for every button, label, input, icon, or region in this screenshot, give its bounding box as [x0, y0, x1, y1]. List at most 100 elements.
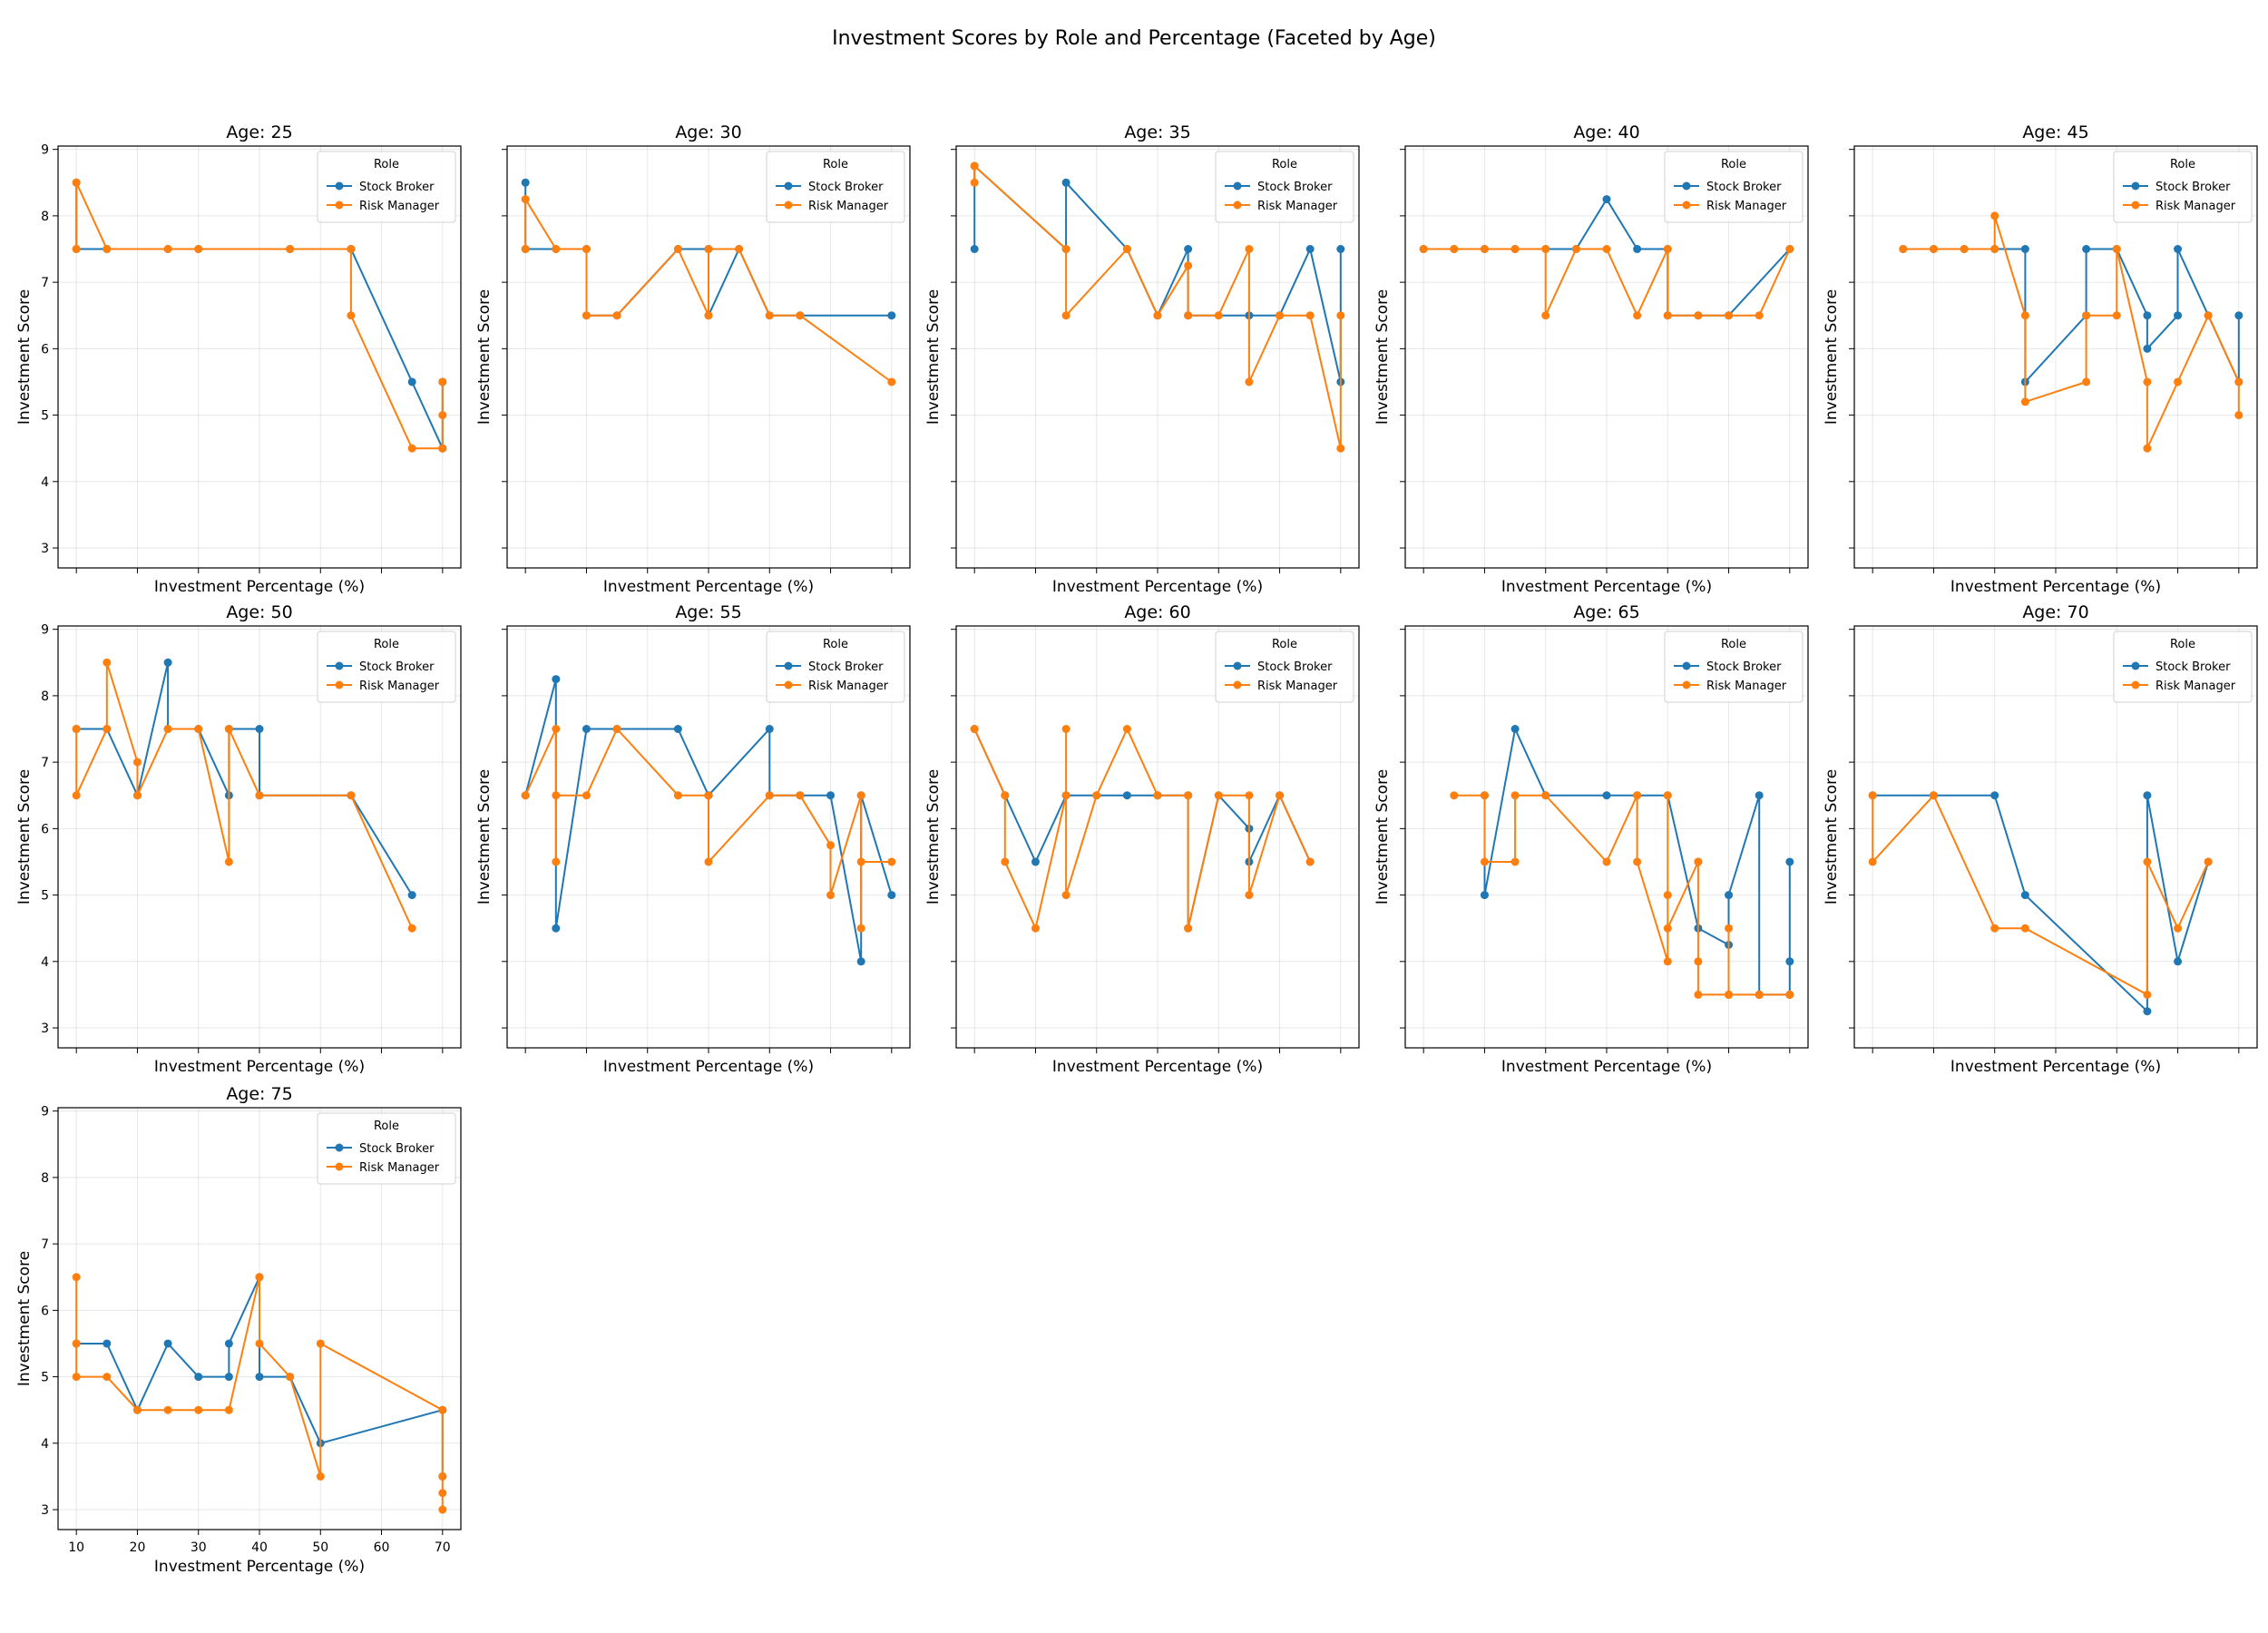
data-point-risk-manager — [2234, 411, 2244, 420]
y-tick-label: 9 — [41, 143, 49, 158]
legend-swatch-marker — [784, 200, 793, 210]
data-point-risk-manager — [316, 1472, 325, 1481]
data-point-risk-manager — [552, 857, 561, 866]
data-point-risk-manager — [2204, 311, 2213, 320]
data-point-risk-manager — [1001, 857, 1010, 866]
plot-frame — [955, 625, 1360, 1049]
legend: Role Stock Broker Risk Manager — [2113, 151, 2253, 223]
data-point-stock-broker — [765, 725, 774, 734]
y-tick-label: 7 — [41, 756, 49, 770]
facet-age-25: Age: 25 3 4 5 6 7 8 9 Investment Percentage (%) I… — [15, 122, 462, 596]
legend-entry-label: Stock Broker — [808, 660, 884, 674]
data-point-risk-manager — [132, 1405, 142, 1414]
data-point-risk-manager — [1184, 311, 1193, 320]
data-point-risk-manager — [72, 178, 81, 187]
data-point-risk-manager — [1602, 245, 1611, 254]
legend-entry-label: Stock Broker — [359, 660, 435, 674]
data-point-risk-manager — [1061, 791, 1070, 800]
plot-frame — [57, 145, 462, 569]
data-point-stock-broker — [1755, 791, 1764, 800]
y-tick-label: 5 — [41, 409, 49, 424]
data-point-risk-manager — [2143, 444, 2152, 453]
data-point-risk-manager — [1694, 990, 1703, 999]
data-point-risk-manager — [194, 1405, 203, 1414]
data-point-risk-manager — [163, 725, 172, 734]
data-point-risk-manager — [1755, 311, 1764, 320]
data-point-stock-broker — [163, 658, 172, 667]
data-point-risk-manager — [1450, 245, 1459, 254]
facet-title: Age: 65 — [1573, 602, 1639, 622]
legend-swatch-marker — [784, 680, 793, 689]
plot-frame — [57, 1107, 462, 1530]
data-point-risk-manager — [1725, 924, 1734, 933]
data-point-stock-broker — [1785, 957, 1794, 966]
data-point-risk-manager — [1633, 857, 1642, 866]
legend-entry-label: Stock Broker — [1257, 181, 1333, 194]
data-point-risk-manager — [704, 311, 713, 320]
data-point-risk-manager — [1061, 311, 1070, 320]
data-point-stock-broker — [1633, 245, 1642, 254]
data-point-stock-broker — [224, 1373, 233, 1382]
x-tick-label: 60 — [374, 1540, 390, 1555]
data-point-risk-manager — [887, 377, 896, 386]
data-point-risk-manager — [2234, 377, 2244, 386]
legend: Role Stock Broker Risk Manager — [766, 151, 905, 223]
data-point-stock-broker — [407, 377, 416, 386]
legend-title: Role — [2170, 638, 2195, 651]
legend-title: Role — [374, 158, 399, 171]
data-point-risk-manager — [2020, 397, 2029, 406]
legend: Role Stock Broker Risk Manager — [2113, 631, 2253, 703]
data-point-risk-manager — [72, 1373, 81, 1382]
data-point-stock-broker — [521, 178, 530, 187]
data-point-risk-manager — [612, 311, 621, 320]
legend-swatch-marker — [2131, 200, 2140, 210]
data-point-stock-broker — [673, 725, 682, 734]
legend-title: Role — [823, 158, 848, 171]
y-tick-label: 9 — [41, 1105, 49, 1120]
data-point-risk-manager — [438, 444, 447, 453]
data-point-risk-manager — [1184, 791, 1193, 800]
facet-title: Age: 50 — [226, 602, 292, 622]
data-point-risk-manager — [765, 311, 774, 320]
data-point-risk-manager — [1510, 791, 1520, 800]
y-tick-label: 5 — [41, 1371, 49, 1385]
legend-swatch-marker — [1682, 680, 1691, 689]
data-point-risk-manager — [673, 245, 682, 254]
data-point-risk-manager — [438, 1472, 447, 1481]
x-axis-label: Investment Percentage (%) — [603, 1058, 814, 1076]
legend: Role Stock Broker Risk Manager — [317, 151, 456, 223]
y-tick-label: 6 — [41, 822, 49, 836]
y-axis-label: Investment Score — [1374, 769, 1392, 905]
facet-age-45: Age: 45 Investment Percentage (%) Investme… — [1823, 122, 2258, 596]
data-point-stock-broker — [552, 675, 561, 684]
facet-title: Age: 45 — [2022, 122, 2088, 142]
data-point-risk-manager — [1122, 245, 1131, 254]
legend-title: Role — [1721, 158, 1746, 171]
data-point-risk-manager — [1419, 245, 1428, 254]
data-point-risk-manager — [552, 791, 561, 800]
legend-swatch-marker — [335, 1143, 344, 1152]
data-point-risk-manager — [103, 245, 112, 254]
series-line-risk-manager — [75, 181, 444, 450]
data-point-risk-manager — [1960, 245, 1969, 254]
data-point-risk-manager — [163, 245, 172, 254]
legend-swatch-marker — [1233, 200, 1242, 210]
data-point-risk-manager — [286, 1373, 295, 1382]
data-point-risk-manager — [1305, 311, 1315, 320]
data-point-risk-manager — [1868, 791, 1877, 800]
data-point-stock-broker — [1305, 245, 1315, 254]
x-axis-label: Investment Percentage (%) — [154, 1558, 365, 1576]
data-point-risk-manager — [347, 245, 356, 254]
data-point-stock-broker — [1725, 891, 1734, 900]
data-point-risk-manager — [970, 161, 979, 171]
data-point-risk-manager — [194, 245, 203, 254]
facet-title: Age: 55 — [675, 602, 741, 622]
x-axis-label: Investment Percentage (%) — [1052, 578, 1263, 596]
y-tick-label: 6 — [41, 1304, 49, 1318]
facet-age-60: Age: 60 Investment Percentage (%) Investme… — [924, 602, 1360, 1076]
data-point-stock-broker — [582, 725, 591, 734]
data-point-stock-broker — [2020, 245, 2029, 254]
x-axis-label: Investment Percentage (%) — [1501, 578, 1712, 596]
legend-entry-label: Stock Broker — [808, 181, 884, 194]
x-axis-label: Investment Percentage (%) — [154, 1058, 365, 1076]
